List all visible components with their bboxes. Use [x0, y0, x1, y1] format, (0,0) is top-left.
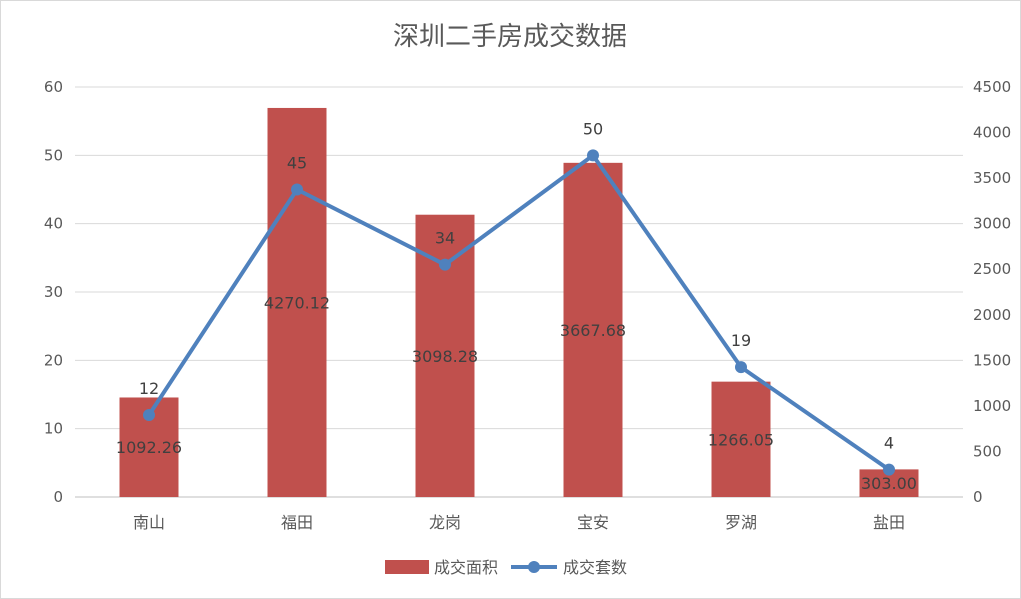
right-tick-label: 3000 — [973, 215, 1011, 233]
line-data-label: 12 — [139, 379, 159, 398]
right-tick-label: 3500 — [973, 169, 1011, 187]
left-tick-label: 50 — [44, 146, 63, 164]
series-line — [147, 153, 891, 472]
bar-data-label: 3667.68 — [560, 321, 626, 340]
bar-data-label: 3098.28 — [412, 347, 478, 366]
bar-data-label: 303.00 — [861, 474, 917, 493]
left-tick-label: 30 — [44, 283, 63, 301]
line-data-label: 4 — [884, 434, 894, 453]
bar — [711, 381, 771, 497]
bar-data-label: 4270.12 — [264, 293, 330, 312]
line-marker — [291, 183, 303, 196]
right-tick-label: 4000 — [973, 124, 1011, 142]
line-marker — [143, 409, 155, 421]
category-label: 龙岗 — [429, 513, 461, 532]
line-data-label: 34 — [435, 229, 455, 248]
line-marker — [587, 149, 599, 162]
line-marker — [439, 258, 451, 271]
right-tick-label: 4500 — [973, 78, 1011, 96]
right-tick-label: 2000 — [973, 306, 1011, 324]
line-data-label: 50 — [583, 119, 603, 138]
legend-line-marker — [528, 561, 540, 573]
bar-data-label: 1092.26 — [116, 438, 182, 457]
category-label: 宝安 — [577, 513, 609, 532]
bar-data-labels: 1092.26 4270.12 3098.28 3667.68 1266.05 303.0… — [116, 293, 917, 493]
legend: 成交面积 成交套数 — [385, 558, 627, 577]
left-tick-label: 40 — [44, 215, 63, 233]
right-tick-label: 0 — [973, 488, 983, 506]
left-tick-label: 10 — [44, 420, 63, 438]
left-tick-label: 60 — [44, 78, 63, 96]
left-tick-label: 0 — [53, 488, 63, 506]
bar-data-label: 1266.05 — [708, 430, 774, 449]
chart-title: 深圳二手房成交数据 — [393, 22, 627, 52]
category-label: 罗湖 — [725, 513, 757, 532]
line-series — [143, 149, 895, 476]
category-label: 盐田 — [873, 513, 905, 532]
bar — [267, 107, 327, 497]
right-tick-label: 1000 — [973, 397, 1011, 415]
right-tick-label: 500 — [973, 442, 1002, 460]
right-tick-label: 2500 — [973, 260, 1011, 278]
legend-line-label: 成交套数 — [563, 558, 627, 577]
bar — [563, 162, 623, 497]
right-axis-ticks: 0 500 1000 1500 2000 2500 3000 3500 4000 4500 — [973, 78, 1011, 506]
line-data-label: 19 — [731, 331, 751, 350]
line-marker — [883, 463, 895, 476]
category-label: 福田 — [281, 513, 313, 532]
left-axis-ticks: 0 10 20 30 40 50 60 — [44, 78, 63, 506]
line-data-labels: 12 45 34 50 19 4 — [139, 119, 894, 452]
legend-bar-label: 成交面积 — [434, 558, 498, 577]
category-label: 南山 — [133, 513, 165, 532]
left-tick-label: 20 — [44, 351, 63, 369]
legend-bar-swatch — [385, 560, 429, 574]
bar-series — [119, 107, 919, 497]
category-axis-labels: 南山 福田 龙岗 宝安 罗湖 盐田 — [133, 513, 905, 532]
right-tick-label: 1500 — [973, 351, 1011, 369]
gridlines — [75, 86, 963, 498]
line-data-label: 45 — [287, 154, 307, 173]
line-marker — [735, 361, 747, 374]
